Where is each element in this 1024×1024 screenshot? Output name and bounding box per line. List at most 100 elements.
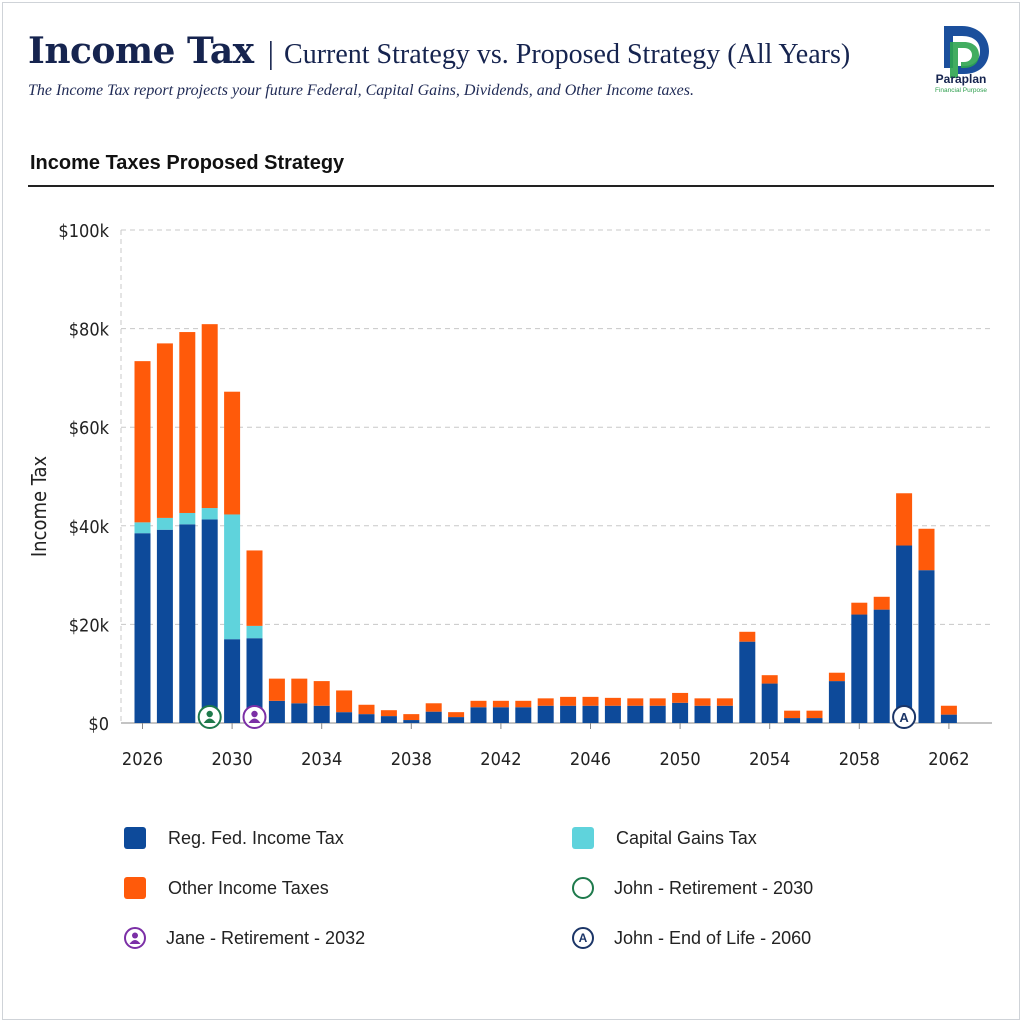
bar-segment <box>313 705 330 723</box>
bar-segment <box>694 698 711 706</box>
bar-segment <box>515 707 532 723</box>
event-marker <box>892 705 917 729</box>
bar-segment <box>806 718 823 723</box>
x-tick-label: 2026 <box>122 749 163 770</box>
bar-segment <box>604 697 621 706</box>
y-tick-label: $0 <box>88 714 109 735</box>
x-tick-label: 2046 <box>570 749 611 770</box>
bar-segment <box>201 324 218 509</box>
bar-segment <box>224 391 241 515</box>
bar-segment <box>873 609 890 723</box>
bar-segment <box>224 639 241 723</box>
x-tick-label: 2030 <box>211 749 252 770</box>
bar-segment <box>672 692 689 703</box>
bar-segment <box>492 700 509 708</box>
bar-segment <box>896 545 913 723</box>
section-divider <box>28 185 994 187</box>
x-tick-label: 2054 <box>749 749 790 770</box>
bar-segment <box>336 690 353 713</box>
logo-tagline: Financial Purpose <box>934 87 988 94</box>
bar-segment <box>537 705 554 723</box>
bar-segment <box>470 700 487 708</box>
bar-segment <box>694 705 711 723</box>
bar-segment <box>403 720 420 723</box>
person-icon-body <box>248 718 261 723</box>
bar-segment <box>537 698 554 706</box>
page-subtitle: The Income Tax report projects your futu… <box>28 82 694 99</box>
title-line: Income Tax | Current Strategy vs. Propos… <box>28 30 988 72</box>
bar-segment <box>448 712 465 718</box>
bar-segment <box>492 707 509 723</box>
y-axis-title: Income Tax <box>27 456 51 558</box>
x-tick-label: 2050 <box>659 749 700 770</box>
y-tick-label: $40k <box>69 517 110 538</box>
bar-segment <box>156 529 173 723</box>
bar-segment <box>358 704 375 715</box>
bar-segment <box>784 710 801 719</box>
bar-segment <box>896 493 913 546</box>
y-tick-label: $20k <box>69 615 110 636</box>
bar-segment <box>627 698 644 706</box>
x-tick-label: 2034 <box>301 749 342 770</box>
y-tick-label: $60k <box>69 418 110 439</box>
bar-segment <box>582 696 599 706</box>
section-title: Income Taxes Proposed Strategy <box>30 152 345 174</box>
y-tick-label: $100k <box>58 221 109 242</box>
bar-segment <box>380 710 397 717</box>
bar-segment <box>268 678 285 701</box>
bar-segment <box>828 672 845 682</box>
bar-segment <box>918 570 935 723</box>
bar-segment <box>134 361 151 523</box>
bar-segment <box>224 514 241 640</box>
bar-segment <box>582 705 599 723</box>
bar-segment <box>470 707 487 723</box>
bar-segment <box>246 625 263 639</box>
bar-segment <box>761 675 778 684</box>
bar-segment <box>604 705 621 723</box>
x-tick-label: 2062 <box>928 749 969 770</box>
page-title: Income Tax <box>28 30 254 72</box>
bar-segment <box>784 718 801 723</box>
person-icon-body <box>203 718 216 723</box>
bar-segment <box>156 517 173 530</box>
bar-segment <box>134 522 151 534</box>
bar-segment <box>179 332 196 513</box>
bar-segment <box>940 705 957 715</box>
x-tick-label: 2038 <box>391 749 432 770</box>
bar-segment <box>873 596 890 610</box>
bar-segment <box>425 703 442 712</box>
bar-segment <box>716 705 733 723</box>
bar-segment <box>851 602 868 615</box>
bar-segment <box>940 714 957 723</box>
person-icon <box>206 710 213 718</box>
y-tick-label: $80k <box>69 320 110 341</box>
bar-segment <box>649 698 666 706</box>
bar-segment <box>268 700 285 723</box>
bar-segment <box>739 641 756 723</box>
bar-segment <box>246 550 263 626</box>
bar-segment <box>291 678 308 704</box>
logo-name: Paraplan <box>935 72 987 86</box>
bar-segment <box>425 711 442 723</box>
bar-segment <box>649 705 666 723</box>
bar-segment <box>448 717 465 723</box>
bar-segment <box>156 343 173 518</box>
report-header: Income Tax | Current Strategy vs. Propos… <box>28 30 988 100</box>
bar-segment <box>627 705 644 723</box>
bar-segment <box>403 714 420 721</box>
bar-segment <box>134 533 151 723</box>
bar-segment <box>560 696 577 706</box>
paraplan-logo-icon <box>944 26 989 78</box>
x-tick-label: 2058 <box>839 749 880 770</box>
bar-segment <box>179 512 196 525</box>
bar-segment <box>672 702 689 723</box>
bar-segment <box>739 631 756 642</box>
bar-segment <box>291 703 308 723</box>
bar-segment <box>716 698 733 706</box>
event-marker-letter: A <box>899 710 909 725</box>
bar-segment <box>179 524 196 723</box>
bar-segment <box>380 716 397 723</box>
bar-segment <box>358 714 375 723</box>
